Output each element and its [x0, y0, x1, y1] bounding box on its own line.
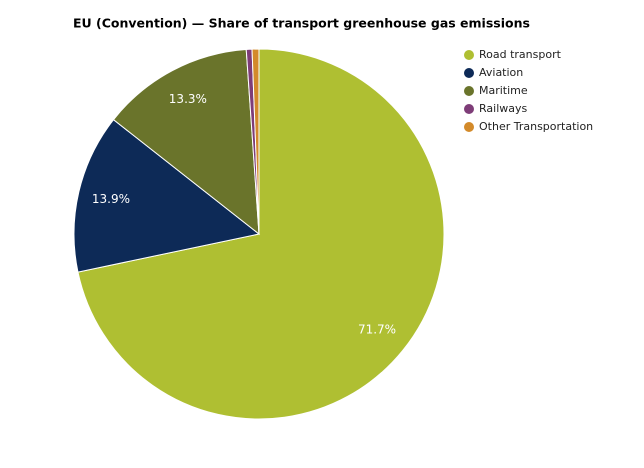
legend-label: Aviation: [479, 66, 523, 79]
value-label: 71.7%: [358, 322, 396, 336]
legend-label: Railways: [479, 102, 528, 115]
legend-marker: [464, 122, 474, 132]
legend-marker: [464, 86, 474, 96]
legend-marker: [464, 50, 474, 60]
legend-marker: [464, 68, 474, 78]
legend-marker: [464, 104, 474, 114]
pie-slice: [112, 48, 260, 236]
pie-slice: [73, 118, 261, 273]
chart-title: EU (Convention) — Share of transport gre…: [73, 16, 530, 31]
legend-label: Other Transportation: [479, 120, 593, 133]
legend-label: Maritime: [479, 84, 528, 97]
pie-slice: [251, 48, 260, 235]
pie-slice: [77, 48, 445, 420]
legend-label: Road transport: [479, 48, 562, 61]
value-label: 13.3%: [169, 92, 207, 106]
value-label: 13.9%: [92, 192, 130, 206]
